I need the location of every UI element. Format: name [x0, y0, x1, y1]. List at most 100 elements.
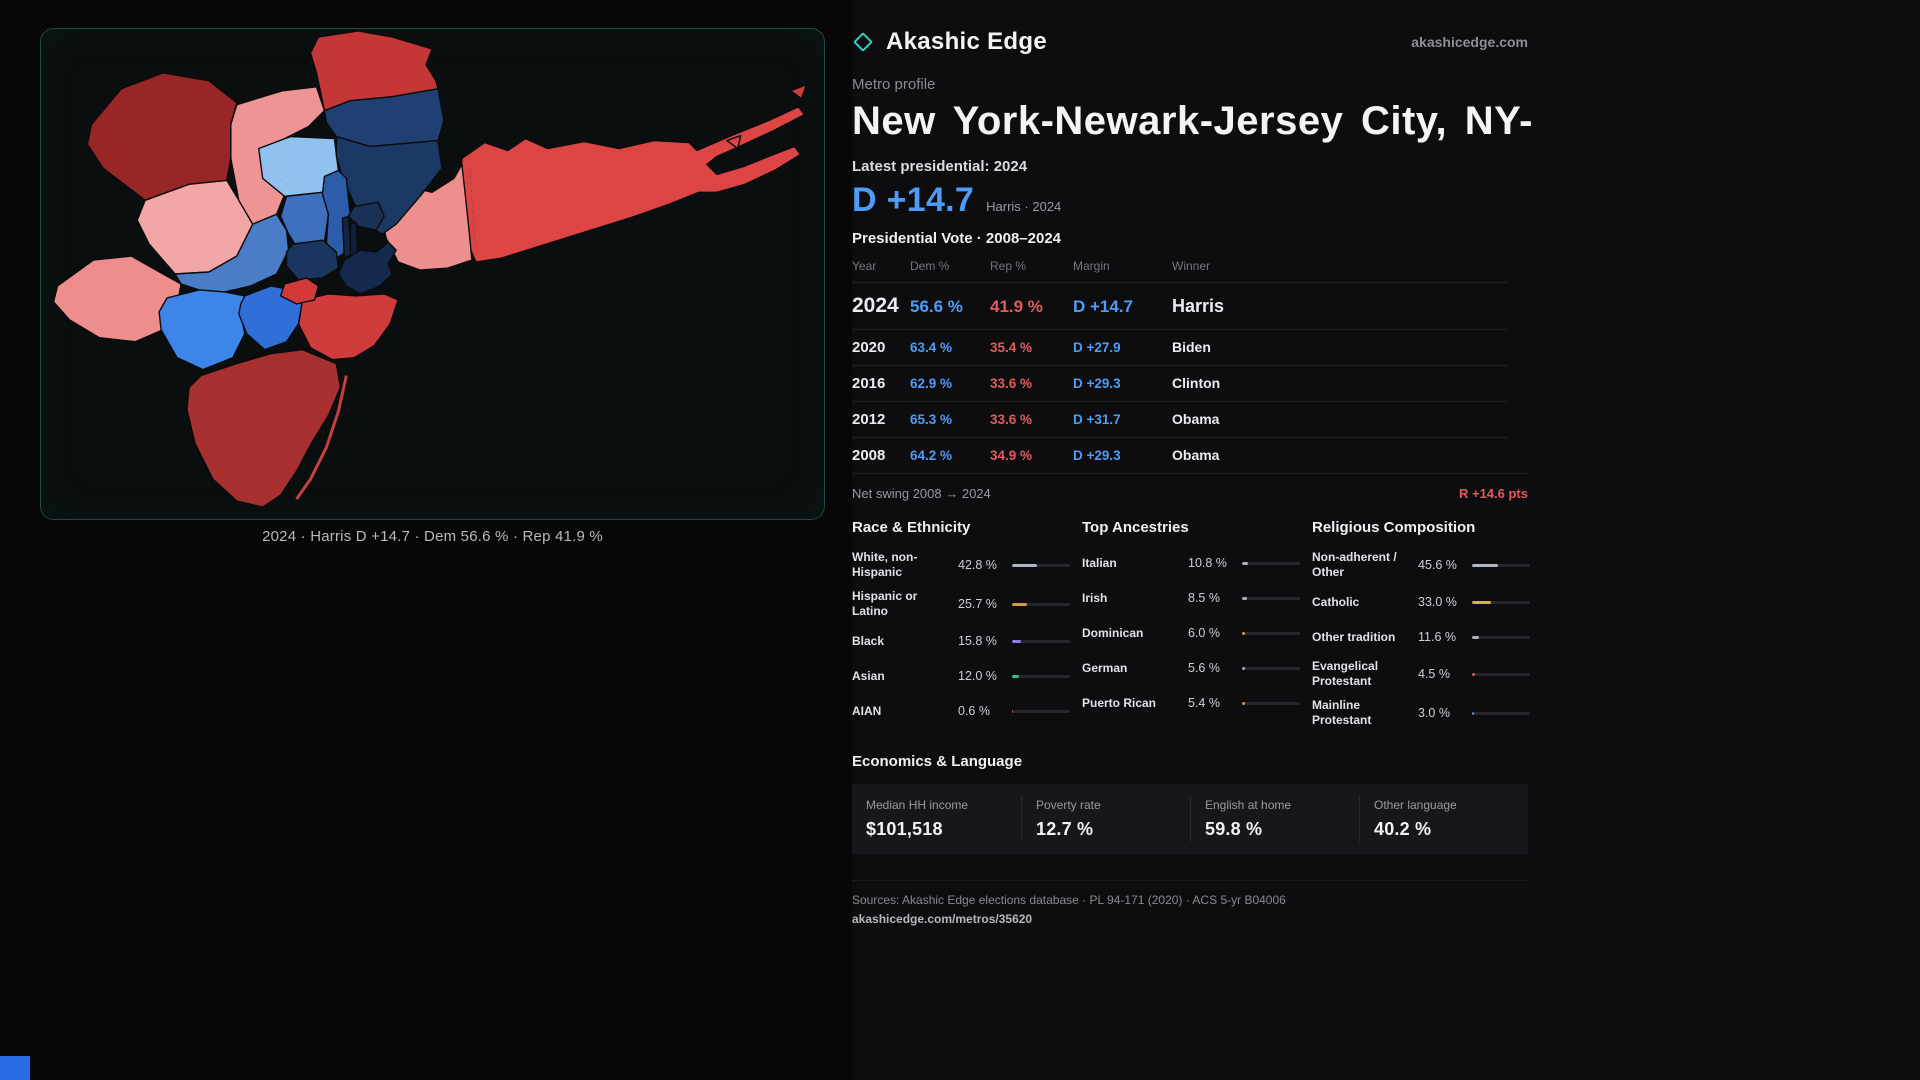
net-swing-value: R +14.6 pts — [1458, 486, 1528, 501]
headline-margin: D +14.7 Harris · 2024 — [852, 181, 1920, 220]
barrier-island — [295, 375, 348, 500]
demo-value: 5.6 % — [1188, 661, 1220, 675]
county-monmouth — [297, 293, 399, 361]
margin-note: Harris · 2024 — [986, 199, 1062, 214]
demo-value: 12.0 % — [958, 669, 997, 683]
winner: Biden — [1172, 339, 1211, 355]
dem-share: 63.4 % — [910, 340, 953, 355]
economics-title: Economics & Language — [852, 753, 1023, 770]
demo-row: Irish 8.5 % — [1082, 585, 1300, 611]
stat-label: English at home — [1205, 798, 1292, 812]
demo-row: Dominican 6.0 % — [1082, 620, 1300, 646]
brand-name: Akashic Edge — [886, 28, 1047, 55]
brand: Akashic Edge — [852, 28, 1047, 56]
demo-row: Asian 12.0 % — [852, 663, 1070, 689]
demo-value: 10.8 % — [1188, 556, 1227, 570]
economics-stat-band: Median HH income $101,518 Poverty rate 1… — [852, 784, 1528, 854]
demo-row: Hispanic or Latino 25.7 % — [852, 589, 1070, 619]
header: Akashic Edge akashicedge.com — [852, 28, 1528, 56]
demo-row: Mainline Protestant 3.0 % — [1312, 698, 1530, 728]
county-somerset — [158, 289, 246, 371]
mini-bar — [1242, 596, 1300, 600]
mini-bar — [1472, 711, 1530, 715]
margin: D +29.3 — [1073, 376, 1121, 391]
year: 2024 — [852, 294, 899, 317]
mini-bar — [1012, 709, 1070, 713]
stat-poverty-rate: Poverty rate 12.7 % — [1021, 796, 1190, 842]
site-link[interactable]: akashicedge.com — [1411, 34, 1528, 50]
demo-value: 33.0 % — [1418, 595, 1457, 609]
county-essex-union — [285, 239, 340, 281]
demo-label: White, non-Hispanic — [852, 550, 918, 579]
rep-share: 35.4 % — [990, 340, 1033, 355]
dem-share: 56.6 % — [910, 297, 963, 316]
vote-table: Year Dem % Rep % Margin Winner 2024 56.6… — [852, 259, 1508, 473]
demo-value: 3.0 % — [1418, 706, 1450, 720]
demo-row: White, non-Hispanic 42.8 % — [852, 550, 1070, 580]
county-suffolk — [459, 105, 806, 263]
demo-row: Non-adherent / Other 45.6 % — [1312, 550, 1530, 580]
demo-row: German 5.6 % — [1082, 655, 1300, 681]
vote-table-header: Year Dem % Rep % Margin Winner — [852, 259, 1508, 282]
stat-label: Poverty rate — [1036, 798, 1101, 812]
permalink[interactable]: akashicedge.com/metros/35620 — [852, 912, 1033, 926]
mini-bar — [1472, 600, 1530, 604]
mini-bar — [1012, 674, 1070, 678]
rep-share: 33.6 % — [990, 412, 1033, 427]
vote-row-2024: 2024 56.6 % 41.9 % D +14.7 Harris — [852, 282, 1508, 329]
net-swing-label: Net swing 2008 → 2024 — [852, 486, 991, 501]
demo-value: 6.0 % — [1188, 626, 1220, 640]
stat-other-language: Other language 40.2 % — [1359, 796, 1528, 842]
county-putnam — [323, 88, 445, 148]
demo-row: Catholic 33.0 % — [1312, 589, 1530, 615]
demo-label: Hispanic or Latino — [852, 589, 918, 618]
mini-bar — [1472, 563, 1530, 567]
demographics-section: Race & Ethnicity White, non-Hispanic 42.… — [852, 519, 1530, 737]
island-shelter — [726, 134, 742, 150]
demo-value: 15.8 % — [958, 634, 997, 648]
county-choropleth-map — [52, 30, 808, 508]
demo-value: 8.5 % — [1188, 591, 1220, 605]
col-rep: Rep % — [990, 259, 1027, 273]
stat-label: Median HH income — [866, 798, 969, 812]
county-ocean — [186, 348, 342, 508]
col-margin: Margin — [1073, 259, 1110, 273]
stat-value: 40.2 % — [1374, 819, 1432, 839]
demo-row: Italian 10.8 % — [1082, 550, 1300, 576]
bottom-left-accent — [0, 1056, 30, 1080]
brand-diamond-icon — [853, 32, 873, 52]
demo-label: Non-adherent / Other — [1312, 550, 1397, 579]
mini-bar — [1242, 666, 1300, 670]
map-caption: 2024 · Harris D +14.7 · Dem 56.6 % · Rep… — [262, 528, 603, 545]
rep-share: 34.9 % — [990, 448, 1033, 463]
vote-table-title: Presidential Vote · 2008–2024 — [852, 230, 1062, 247]
vote-row-2012: 2012 65.3 % 33.6 % D +31.7 Obama — [852, 401, 1508, 437]
col-winner: Winner — [1172, 259, 1211, 273]
religion-column: Religious Composition Non-adherent / Oth… — [1312, 519, 1530, 737]
mini-bar — [1012, 563, 1070, 567]
col-year: Year — [852, 259, 877, 273]
sources-line: Sources: Akashic Edge elections database… — [852, 893, 1286, 907]
margin: D +31.7 — [1073, 412, 1121, 427]
mini-bar — [1242, 701, 1300, 705]
year: 2020 — [852, 339, 886, 356]
demo-value: 25.7 % — [958, 597, 997, 611]
mini-bar — [1472, 672, 1530, 676]
footer: Sources: Akashic Edge elections database… — [852, 880, 1528, 926]
profile-panel: Akashic Edge akashicedge.com Metro profi… — [852, 0, 1920, 1080]
demo-value: 0.6 % — [958, 704, 990, 718]
stat-label: Other language — [1374, 798, 1457, 812]
mini-bar — [1012, 639, 1070, 643]
section-title: Religious Composition — [1312, 519, 1476, 536]
demo-label: Black — [852, 633, 885, 648]
county-richmond — [279, 277, 320, 305]
demo-label: Other tradition — [1312, 629, 1396, 644]
margin: D +14.7 — [1073, 297, 1134, 316]
winner: Clinton — [1172, 375, 1221, 391]
demo-value: 42.8 % — [958, 558, 997, 572]
col-dem: Dem % — [910, 259, 950, 273]
metro-map-panel — [40, 28, 825, 520]
demo-value: 4.5 % — [1418, 667, 1450, 681]
demo-value: 5.4 % — [1188, 696, 1220, 710]
